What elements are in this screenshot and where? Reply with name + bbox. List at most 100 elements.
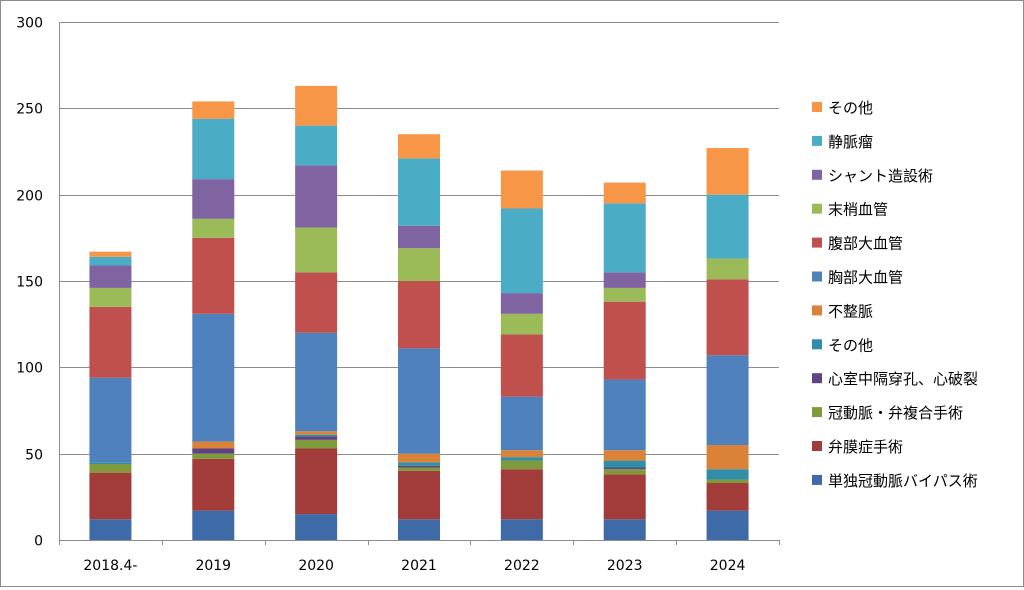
legend-label: その他 xyxy=(828,99,873,117)
bar-segment xyxy=(89,306,132,378)
legend-label: シャント造設術 xyxy=(828,167,933,185)
y-tick-label: 100 xyxy=(16,361,43,377)
x-tick-label: 2021 xyxy=(401,558,437,574)
x-axis: 2018.4- 2019 2020 2021 2022 2023 2024 xyxy=(59,540,780,574)
bar-segment xyxy=(603,469,646,475)
bar-segment xyxy=(706,510,749,540)
y-tick-label: 0 xyxy=(34,534,43,550)
bar-segment xyxy=(500,313,543,335)
bar-segment xyxy=(500,450,543,458)
y-tick-label: 50 xyxy=(25,448,43,464)
y-tick-label: 200 xyxy=(16,189,43,205)
bar-segment xyxy=(706,355,749,446)
bar-segment xyxy=(295,272,338,333)
bar-segment xyxy=(398,453,440,463)
x-tick-label: 2018.4- xyxy=(83,558,137,574)
bar-segment xyxy=(89,256,132,266)
bar-segment xyxy=(603,182,646,204)
bar-segment xyxy=(192,448,235,454)
bar-segment xyxy=(192,237,235,314)
bar-segment xyxy=(89,377,132,463)
x-tick-label: 2022 xyxy=(504,558,540,574)
bar-segment xyxy=(398,134,440,159)
bar-segment xyxy=(706,194,749,259)
legend-swatch xyxy=(812,237,822,248)
bar-segment xyxy=(89,519,132,540)
bar-segment xyxy=(603,460,646,468)
bar-segment xyxy=(706,479,749,484)
bar-segment xyxy=(398,281,440,349)
bar-segment xyxy=(192,118,235,180)
bar-segment xyxy=(398,348,440,454)
y-tick-label: 150 xyxy=(16,275,43,291)
bar-segment xyxy=(603,272,646,288)
legend-swatch xyxy=(812,169,822,180)
x-tick-label: 2024 xyxy=(710,558,746,574)
legend-swatch xyxy=(812,305,822,316)
legend-swatch xyxy=(812,135,822,146)
bar-segment xyxy=(398,465,440,468)
bar-segment xyxy=(398,519,440,540)
legend-label: 胸部大血管 xyxy=(828,269,903,287)
bar-segment xyxy=(500,334,543,397)
bar-segment xyxy=(192,453,235,459)
bar-segment xyxy=(295,439,338,449)
bar-segment xyxy=(398,462,440,466)
bar-segment xyxy=(603,301,646,380)
legend-label: その他 xyxy=(828,336,873,354)
bar-segment xyxy=(603,203,646,273)
legend: その他静脈瘤シャント造設術末梢血管腹部大血管胸部大血管不整脈その他心室中隔穿孔、… xyxy=(812,99,978,490)
bar-segment xyxy=(706,148,749,195)
legend-swatch xyxy=(812,102,822,112)
bar-segment xyxy=(398,248,440,281)
bar-segment xyxy=(603,450,646,461)
bar-segment xyxy=(89,287,132,307)
legend-label: 心室中隔穿孔、心破裂 xyxy=(828,370,978,388)
bar-segment xyxy=(192,458,235,511)
legend-swatch xyxy=(812,339,822,350)
legend-swatch xyxy=(812,474,822,485)
bar-segment xyxy=(192,179,235,219)
legend-swatch xyxy=(812,271,822,282)
bar-segment xyxy=(89,464,132,473)
bar-segment xyxy=(295,165,338,228)
bar-segment xyxy=(603,474,646,520)
x-tick-label: 2020 xyxy=(298,558,334,574)
bar-segment xyxy=(192,313,235,442)
y-tick-label: 250 xyxy=(16,102,43,118)
bar-segment xyxy=(398,225,440,249)
bar-segment xyxy=(398,158,440,226)
bar-segment xyxy=(295,125,338,166)
legend-swatch xyxy=(812,407,822,418)
legend-label: 腹部大血管 xyxy=(828,235,903,253)
bar-segment xyxy=(192,441,235,449)
bar-segment xyxy=(500,208,543,294)
legend-swatch xyxy=(812,373,822,384)
legend-label: 静脈瘤 xyxy=(828,133,873,151)
bar-segment xyxy=(500,396,543,451)
bar-segment xyxy=(295,514,338,540)
legend-label: 冠動脈・弁複合手術 xyxy=(828,404,963,422)
legend-label: 単独冠動脈バイパス術 xyxy=(828,472,978,490)
bar-segment xyxy=(398,470,440,520)
bar-segment xyxy=(500,457,543,461)
y-axis: 0 50 100 150 200 250 300 xyxy=(16,16,60,550)
legend-label: 不整脈 xyxy=(828,302,873,320)
bar-segment xyxy=(192,101,235,119)
bar-segment xyxy=(603,287,646,302)
legend-label: 末梢血管 xyxy=(828,201,888,219)
bar-segment xyxy=(500,519,543,540)
bar-segment xyxy=(398,467,440,471)
x-tick-label: 2019 xyxy=(195,558,231,574)
legend-swatch xyxy=(812,203,822,214)
bar-segment xyxy=(500,170,543,209)
bar-segment xyxy=(295,448,338,515)
bar-segment xyxy=(500,293,543,314)
bar-segment xyxy=(603,467,646,470)
bar-segment xyxy=(89,251,132,257)
y-tick-label: 300 xyxy=(16,16,43,32)
bar-segment xyxy=(603,519,646,540)
bar-segment xyxy=(89,472,132,520)
